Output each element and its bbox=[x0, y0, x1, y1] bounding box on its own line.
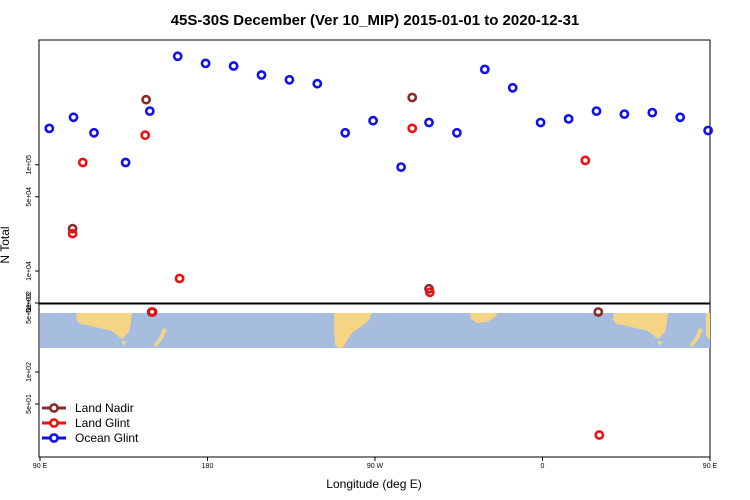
ocean-band bbox=[40, 313, 710, 348]
y-tick-label: 5e+04 bbox=[26, 187, 33, 207]
chile-sliver-landmass bbox=[706, 313, 710, 340]
point-land-glint bbox=[424, 287, 435, 298]
tasmania-landmass-repeat bbox=[658, 341, 662, 345]
point-ocean-glint bbox=[368, 115, 378, 126]
x-tick-label: 180 bbox=[202, 463, 214, 470]
y-tick-label: 5e+01 bbox=[26, 394, 33, 414]
point-ocean-glint bbox=[424, 117, 434, 128]
point-ocean-glint bbox=[451, 127, 462, 138]
new-zealand-landmass bbox=[153, 328, 167, 347]
point-ocean-glint bbox=[591, 106, 602, 116]
point-ocean-glint bbox=[89, 127, 99, 138]
point-ocean-glint bbox=[396, 162, 406, 172]
world-map-strip bbox=[40, 313, 710, 349]
new-zealand-landmass-repeat bbox=[689, 328, 703, 347]
point-land-nadir bbox=[593, 307, 604, 317]
australia-landmass-repeat bbox=[613, 313, 668, 339]
south-america-landmass bbox=[334, 313, 372, 349]
point-ocean-glint bbox=[120, 157, 131, 168]
point-ocean-glint bbox=[647, 107, 658, 118]
point-ocean-glint bbox=[144, 106, 155, 116]
point-land-glint bbox=[594, 430, 605, 440]
point-land-glint bbox=[67, 228, 78, 239]
legend-swatch-marker bbox=[49, 403, 59, 413]
x-tick-label: 90 W bbox=[367, 463, 384, 470]
point-ocean-glint bbox=[68, 112, 79, 123]
point-land-nadir bbox=[67, 223, 78, 234]
y-tick-label: 5e+01 bbox=[26, 304, 33, 324]
legend-swatch-marker bbox=[49, 418, 59, 428]
point-land-glint bbox=[580, 155, 591, 166]
y-tick-label: 1e+02 bbox=[26, 362, 33, 382]
legend-entry-label: Land Nadir bbox=[75, 401, 134, 415]
point-ocean-glint bbox=[619, 109, 630, 119]
y-tick-label: 1e+04 bbox=[26, 261, 33, 281]
point-land-nadir bbox=[141, 94, 151, 105]
legend-entry-label: Ocean Glint bbox=[75, 431, 139, 445]
australia-landmass bbox=[76, 313, 132, 339]
point-land-glint bbox=[407, 123, 418, 134]
point-ocean-glint bbox=[256, 70, 267, 80]
point-ocean-glint bbox=[479, 64, 490, 75]
point-ocean-glint bbox=[535, 117, 546, 128]
tasmania-landmass bbox=[122, 341, 126, 345]
point-ocean-glint bbox=[284, 74, 295, 85]
point-ocean-glint bbox=[563, 114, 574, 124]
legend-entry-label: Land Glint bbox=[75, 416, 130, 430]
point-ocean-glint bbox=[507, 82, 518, 93]
africa-landmass bbox=[470, 313, 498, 323]
point-ocean-glint bbox=[172, 51, 183, 62]
x-tick-label: 90 E bbox=[703, 463, 718, 470]
point-ocean-glint bbox=[703, 125, 713, 136]
upper-plot-frame bbox=[38, 39, 711, 304]
chart-title: 45S-30S December (Ver 10_MIP) 2015-01-01… bbox=[171, 12, 580, 29]
point-land-glint bbox=[140, 130, 151, 141]
point-ocean-glint bbox=[340, 127, 351, 138]
data-points bbox=[44, 51, 713, 440]
point-ocean-glint bbox=[44, 123, 55, 134]
point-land-glint bbox=[174, 273, 185, 284]
point-ocean-glint bbox=[675, 112, 686, 123]
point-ocean-glint bbox=[312, 78, 323, 89]
legend-swatch-marker bbox=[49, 433, 59, 443]
point-land-glint bbox=[147, 307, 158, 317]
point-ocean-glint bbox=[228, 61, 239, 71]
y-axis-label: N Total bbox=[0, 226, 12, 263]
point-land-nadir bbox=[407, 92, 418, 103]
y-tick-label: 5e+03 bbox=[26, 293, 33, 313]
y-tick-label: 1e+02 bbox=[26, 291, 33, 311]
y-tick-label: 1e+05 bbox=[26, 155, 33, 175]
x-tick-label: 0 bbox=[541, 463, 545, 470]
point-land-glint bbox=[77, 157, 88, 168]
x-axis-label: Longitude (deg E) bbox=[326, 477, 421, 491]
point-ocean-glint bbox=[200, 58, 211, 69]
y-axis-lower: 1e+02 5e+01 bbox=[26, 362, 39, 414]
x-tick-label: 90 E bbox=[33, 463, 48, 470]
